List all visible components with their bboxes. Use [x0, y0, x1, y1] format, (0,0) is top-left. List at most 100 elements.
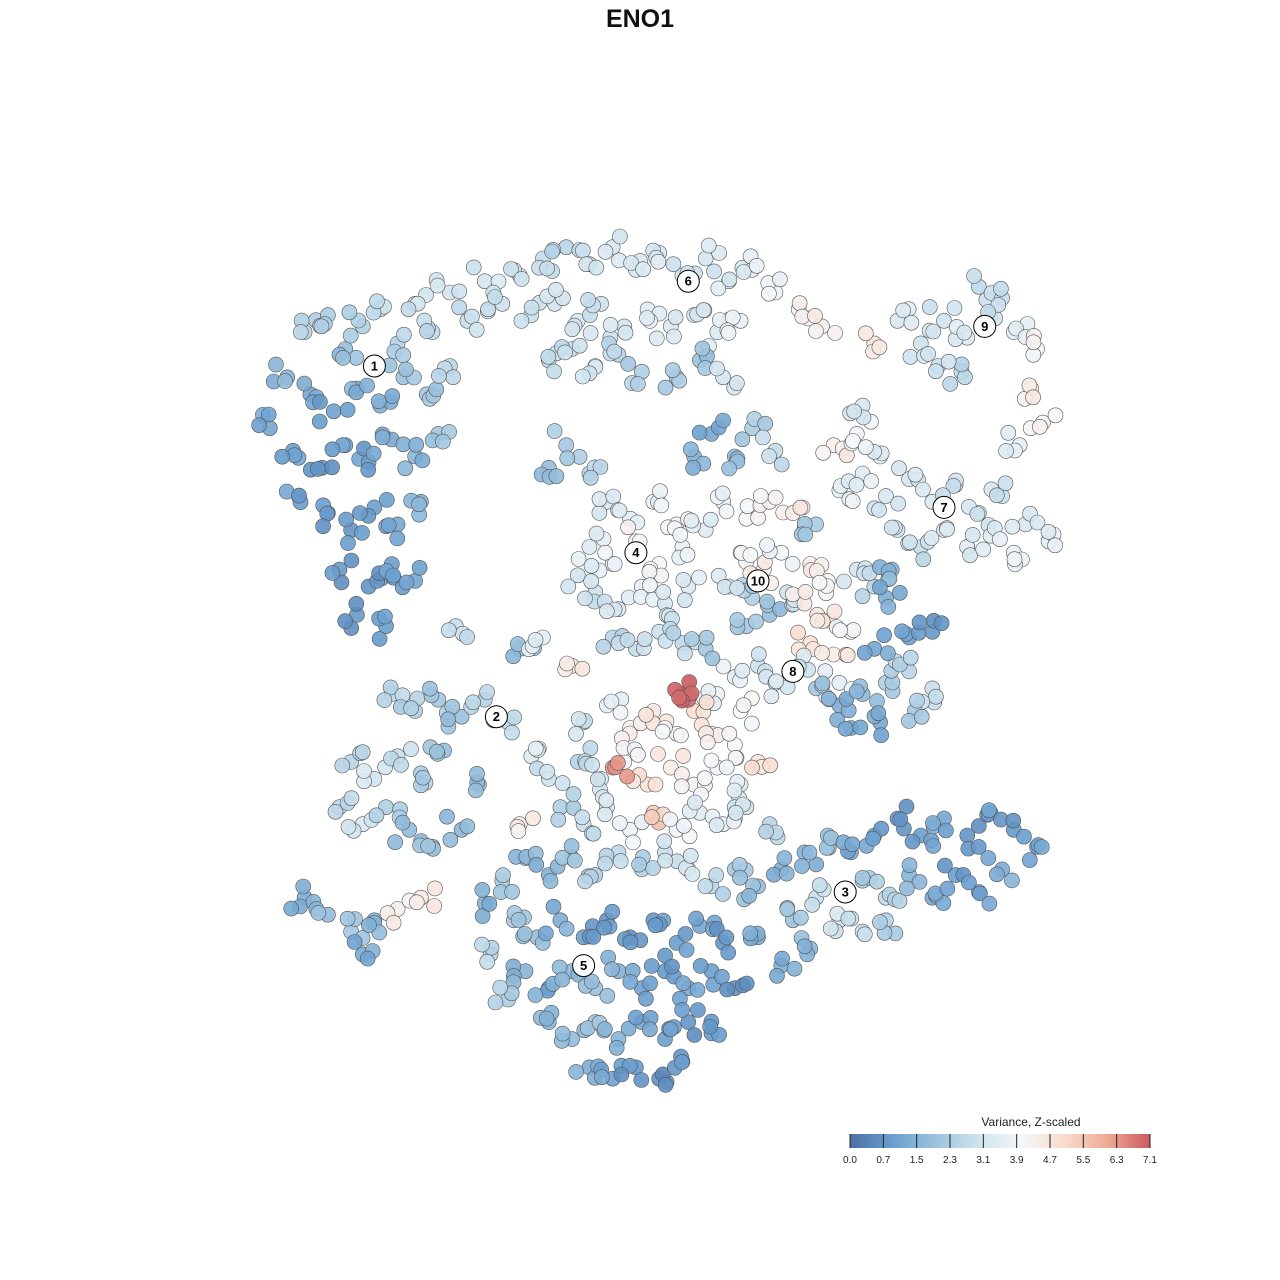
data-point — [729, 612, 746, 628]
data-point — [925, 838, 942, 854]
data-point — [451, 299, 467, 316]
data-point — [907, 466, 924, 483]
data-point — [657, 379, 674, 396]
data-point — [503, 261, 519, 277]
data-point — [684, 866, 701, 882]
data-point — [690, 1002, 706, 1018]
data-point — [571, 337, 588, 354]
cluster-label-3: 3 — [833, 880, 857, 904]
data-point — [856, 926, 873, 943]
data-point — [759, 593, 775, 610]
data-point — [542, 873, 559, 889]
data-point — [310, 905, 327, 921]
colorbar-tick-label: 0.7 — [876, 1155, 890, 1166]
data-point — [411, 559, 428, 576]
data-point — [583, 973, 600, 990]
data-point — [339, 401, 356, 418]
data-point — [718, 929, 735, 946]
data-point — [936, 312, 952, 329]
data-point — [639, 310, 655, 326]
data-point — [459, 818, 476, 835]
data-point — [387, 834, 403, 851]
data-point — [311, 413, 328, 430]
data-point — [376, 692, 393, 708]
data-point — [597, 1021, 613, 1037]
cluster-labels-layer: 1 2 3 4 5 6 7 8 9 10 — [362, 269, 997, 978]
data-point — [396, 326, 412, 343]
data-point — [348, 595, 365, 612]
data-point — [594, 1069, 610, 1085]
data-point — [574, 809, 591, 826]
data-point — [315, 518, 331, 535]
data-point — [408, 436, 425, 453]
colorbar-tick-label: 0.0 — [843, 1155, 857, 1166]
data-point — [804, 896, 821, 913]
data-point — [706, 263, 722, 280]
data-point — [708, 817, 725, 834]
data-point — [909, 692, 925, 709]
data-point — [683, 631, 700, 647]
data-point — [599, 987, 616, 1004]
data-point — [998, 443, 1014, 459]
data-point — [714, 485, 731, 502]
data-point — [695, 302, 712, 318]
colorbar-gradient — [850, 1134, 1150, 1148]
data-point — [1004, 518, 1021, 535]
data-point — [682, 441, 699, 458]
data-point — [560, 578, 577, 595]
data-point — [378, 492, 395, 508]
data-point — [856, 644, 873, 661]
data-point — [647, 917, 664, 934]
data-point — [365, 445, 382, 462]
data-point — [699, 734, 716, 751]
data-point — [923, 530, 940, 546]
cluster-label-text: 10 — [751, 573, 765, 588]
colorbar-legend: Variance, Z-scaled 0.0 0.7 1.5 2.3 3.1 3.9 4.7… — [843, 1115, 1157, 1166]
data-point — [657, 1077, 674, 1093]
data-point — [720, 944, 737, 961]
data-point — [890, 495, 907, 512]
data-point — [915, 551, 932, 568]
data-point — [721, 460, 738, 477]
colorbar-tick-label: 6.3 — [1110, 1155, 1124, 1166]
data-point — [848, 683, 865, 700]
data-point — [928, 688, 944, 705]
data-point — [989, 487, 1005, 504]
data-point — [846, 403, 862, 420]
data-point — [538, 1010, 555, 1027]
data-point — [296, 375, 313, 392]
data-point — [920, 346, 936, 362]
data-point — [925, 815, 941, 831]
data-point — [997, 475, 1014, 492]
data-point — [1006, 551, 1023, 568]
data-point — [748, 613, 764, 630]
data-point — [565, 786, 582, 802]
cluster-label-badge — [572, 954, 596, 978]
data-point — [774, 950, 790, 967]
data-point — [652, 483, 668, 500]
data-point — [339, 910, 356, 927]
data-point — [844, 493, 861, 510]
data-point — [633, 1072, 650, 1088]
data-point — [612, 228, 628, 245]
data-point — [767, 489, 784, 506]
data-point — [937, 857, 953, 874]
cluster-label-badge — [833, 880, 857, 904]
data-point — [643, 958, 660, 974]
data-point — [852, 719, 869, 736]
data-point — [964, 527, 981, 543]
data-point — [544, 243, 560, 260]
data-point — [901, 534, 918, 551]
data-point — [981, 895, 998, 912]
colorbar-title: Variance, Z-scaled — [981, 1115, 1080, 1129]
data-point — [655, 584, 672, 600]
data-point — [734, 662, 751, 679]
data-point — [898, 798, 915, 815]
data-point — [735, 264, 752, 280]
data-point — [763, 688, 780, 705]
data-point — [726, 782, 743, 799]
data-point — [921, 299, 938, 315]
data-point — [630, 376, 646, 392]
data-point — [440, 622, 457, 639]
data-point — [606, 556, 623, 572]
